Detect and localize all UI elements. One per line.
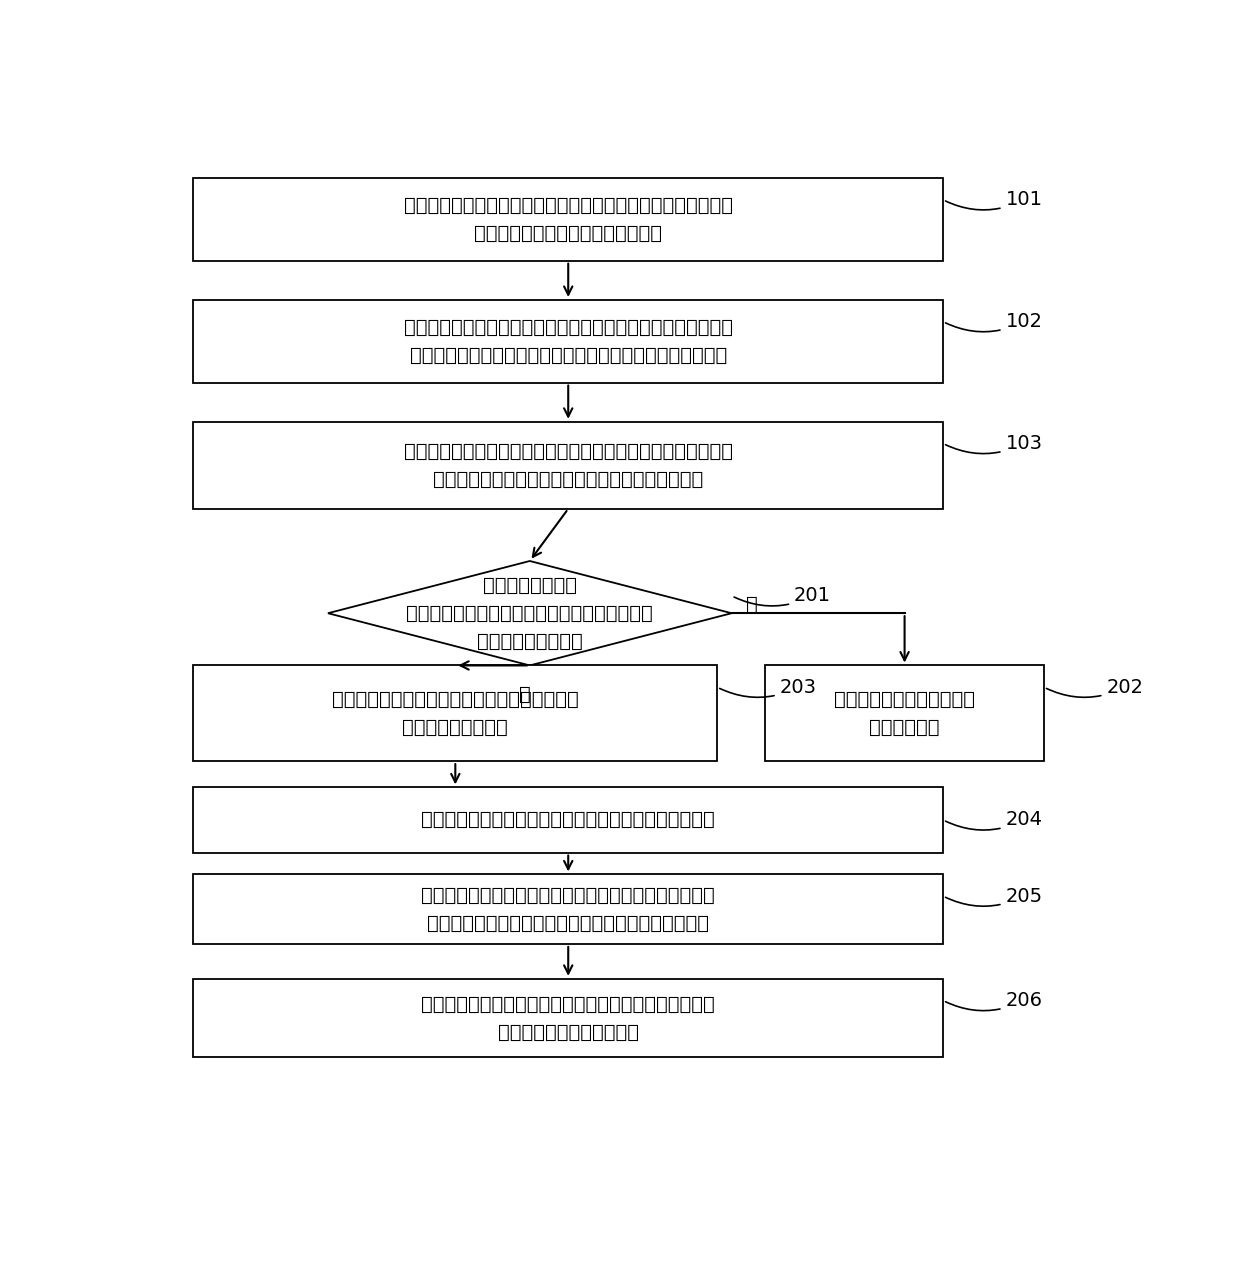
Text: 加渣机器人依据连铸生产信息实时调整工作状态、生成参数或生
成节奏，控制加渣机器人的参数和加渣动作幅度调整: 加渣机器人依据连铸生产信息实时调整工作状态、生成参数或生 成节奏，控制加渣机器人… (404, 442, 733, 489)
Polygon shape (327, 561, 732, 666)
Text: 连铸结晶器进行报警并无法
执行自动加渣: 连铸结晶器进行报警并无法 执行自动加渣 (835, 690, 975, 737)
Text: 202: 202 (1047, 677, 1143, 698)
Text: 是: 是 (520, 685, 531, 704)
Bar (193, 666, 717, 761)
Text: 判断连铸结晶器的
气压是否达到预设值，预设值是所述连铸结晶器
正常运行的前提条件: 判断连铸结晶器的 气压是否达到预设值，预设值是所述连铸结晶器 正常运行的前提条件 (407, 576, 653, 651)
Bar (193, 875, 942, 944)
Text: 204: 204 (946, 810, 1043, 830)
Bar (193, 422, 942, 509)
Bar (193, 179, 942, 261)
Text: 201: 201 (734, 586, 831, 606)
Bar (193, 300, 942, 382)
Text: 205: 205 (946, 886, 1043, 906)
Text: 203: 203 (719, 677, 817, 698)
Bar (765, 666, 1044, 761)
Text: 否: 否 (746, 595, 758, 614)
Text: 获取保护渣的渣层温度和厚度信息以及连铸生产信息，渣层温度
和厚度信息反馈了保护渣的均匀状况: 获取保护渣的渣层温度和厚度信息以及连铸生产信息，渣层温度 和厚度信息反馈了保护渣… (404, 196, 733, 243)
Text: 101: 101 (946, 190, 1043, 210)
Text: 启动伺服电机驱动螺旋机构从料仓中取料到所述负压空间: 启动伺服电机驱动螺旋机构从料仓中取料到所述负压空间 (422, 810, 715, 829)
Text: 检测渣层的均匀状况，保护渣分布较薄的点，控制加渣机器人进
行加渣补偿，保护渣分布较厚的点，控制保护渣的加渣量供给: 检测渣层的均匀状况，保护渣分布较薄的点，控制加渣机器人进 行加渣补偿，保护渣分布… (404, 318, 733, 365)
Text: 将渣层温度和厚度信息以及连铸生产信息以数据库形式进
行存储，并以表格形式显示: 将渣层温度和厚度信息以及连铸生产信息以数据库形式进 行存储，并以表格形式显示 (422, 995, 715, 1042)
Text: 206: 206 (946, 991, 1043, 1010)
Bar (193, 787, 942, 852)
Bar (193, 979, 942, 1057)
Text: 开启气动电磁阀使加渣管通气在电磁阀与伺服电
机之间形成负压空间: 开启气动电磁阀使加渣管通气在电磁阀与伺服电 机之间形成负压空间 (332, 690, 579, 737)
Text: 102: 102 (946, 313, 1043, 332)
Text: 103: 103 (946, 434, 1043, 453)
Text: 保护渣在所述负压的作用下进入加渣管，并随着气力送至
加渣枪，在加渣枪的前段旋涡式装置中减速均匀的加渣: 保护渣在所述负压的作用下进入加渣管，并随着气力送至 加渣枪，在加渣枪的前段旋涡式… (422, 886, 715, 933)
